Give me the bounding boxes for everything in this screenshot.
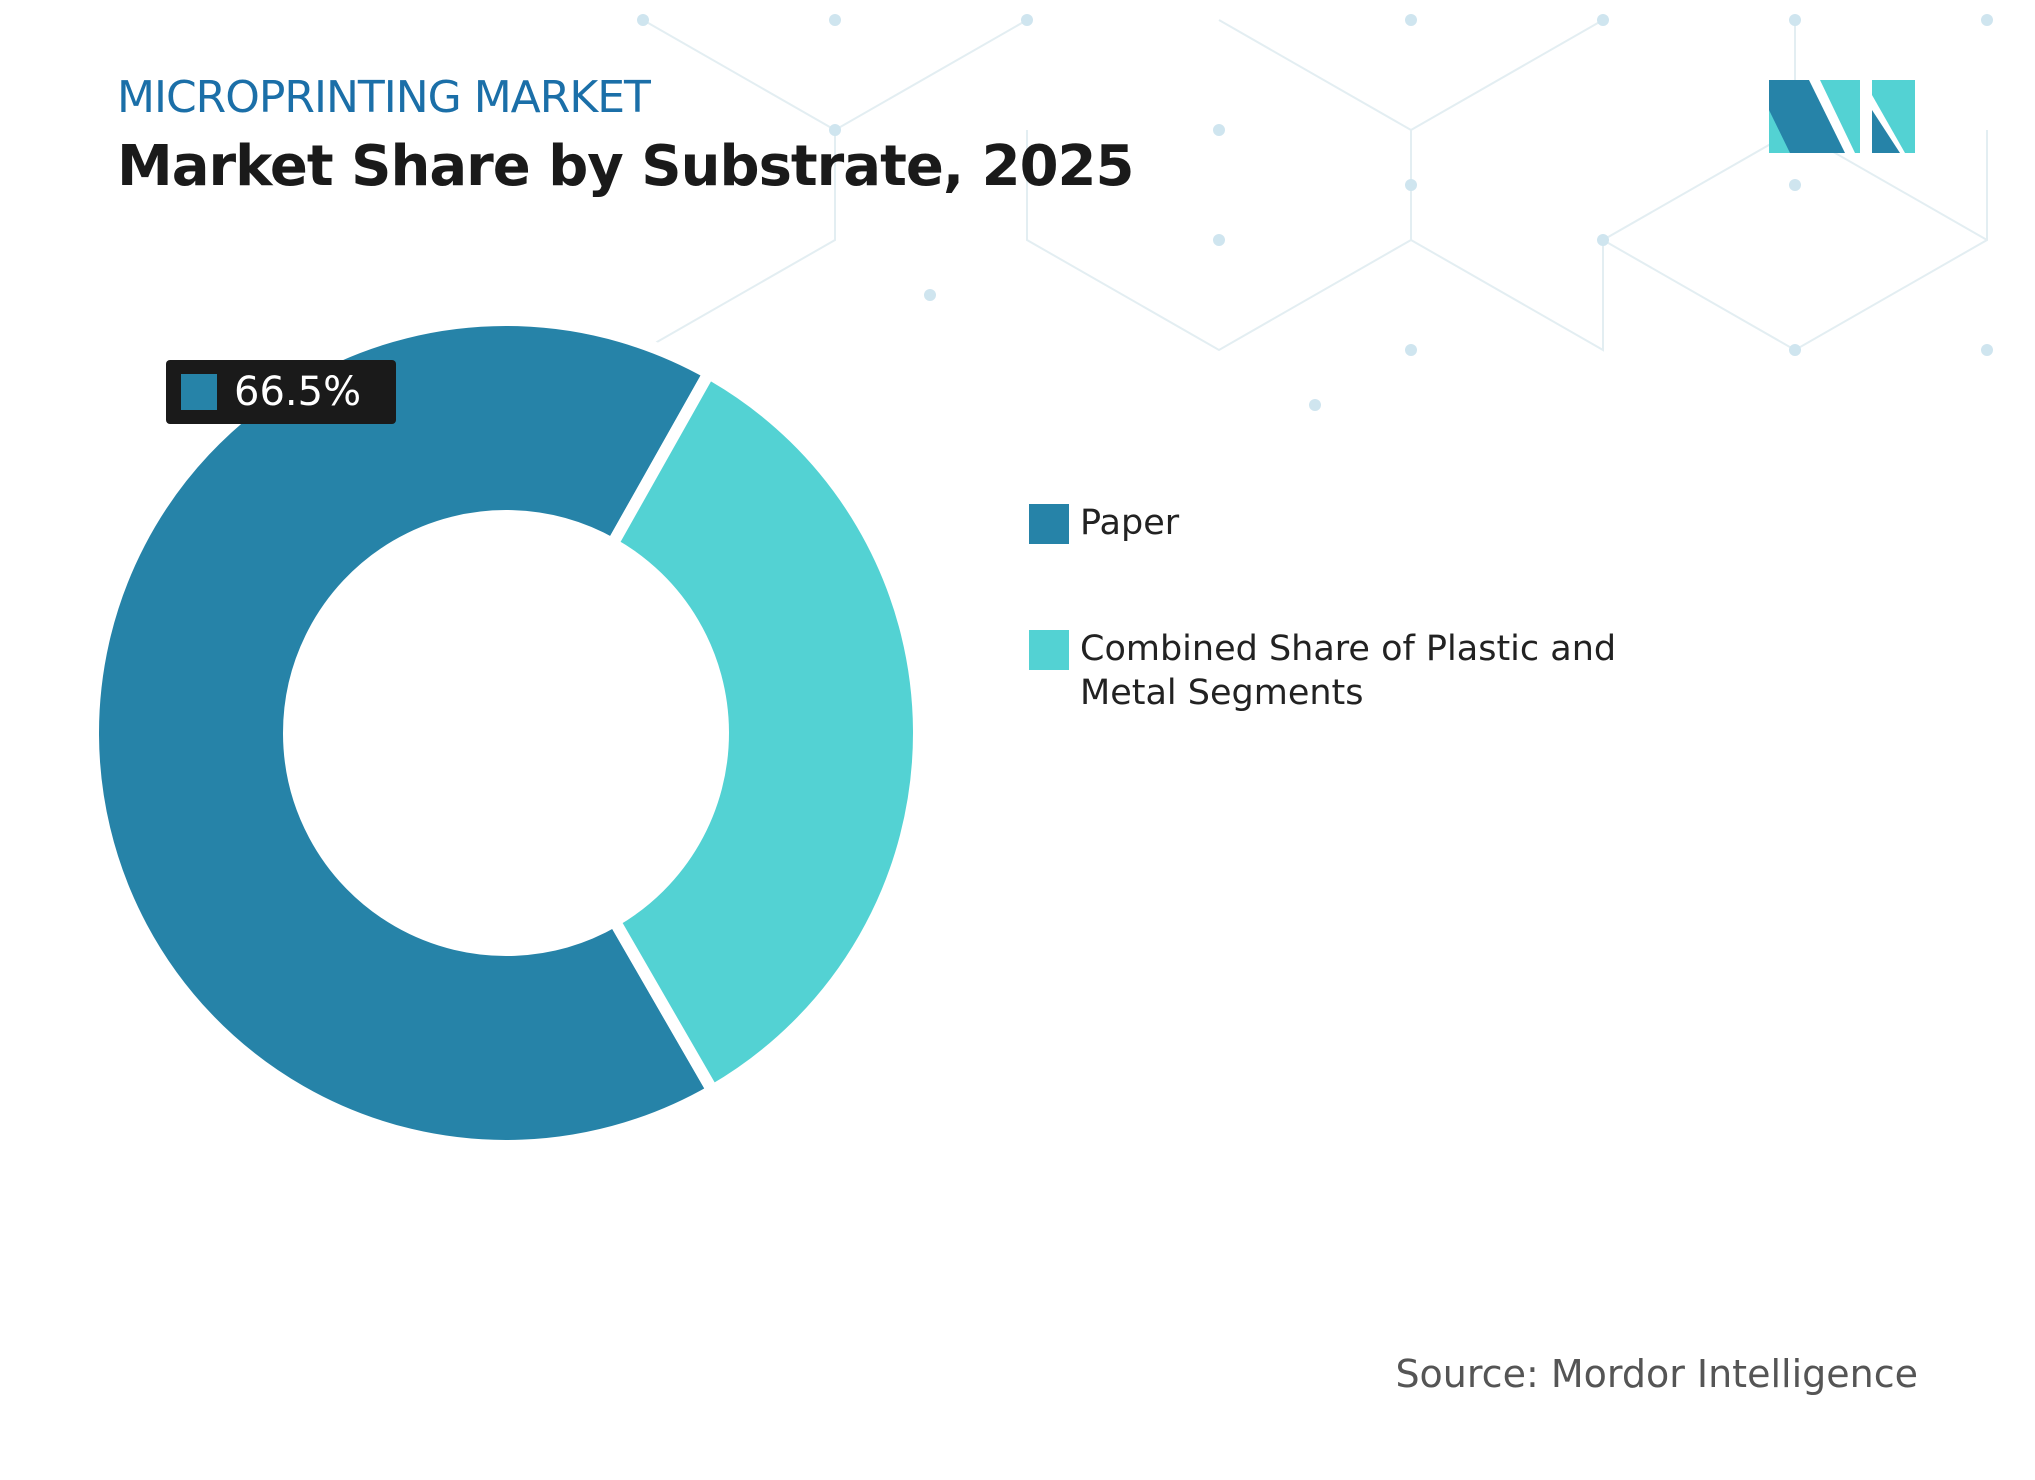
legend-swatch <box>1029 630 1069 670</box>
logo <box>1769 80 1915 153</box>
value-label: 66.5% <box>234 369 361 415</box>
legend-swatch <box>1029 504 1069 544</box>
chart-title: Market Share by Substrate, 2025 <box>117 134 1134 199</box>
donut-slice <box>604 365 925 1099</box>
legend-item: Combined Share of Plastic and Metal Segm… <box>1029 629 1680 715</box>
donut: 66.5% <box>87 314 925 1152</box>
background-pattern <box>642 19 1988 352</box>
value-label-box <box>166 360 396 424</box>
source: Source: Mordor Intelligence <box>1395 1352 1918 1396</box>
legend-item: Paper <box>1029 503 1680 545</box>
legend-label: Paper <box>1080 503 1180 543</box>
legend-label: Combined Share of Plastic and Metal Segm… <box>1080 629 1617 713</box>
value-label-swatch <box>181 374 217 410</box>
donut-slice <box>87 314 721 1152</box>
background-dots <box>637 14 1993 411</box>
chart-subtitle: MICROPRINTING MARKET <box>117 72 651 123</box>
